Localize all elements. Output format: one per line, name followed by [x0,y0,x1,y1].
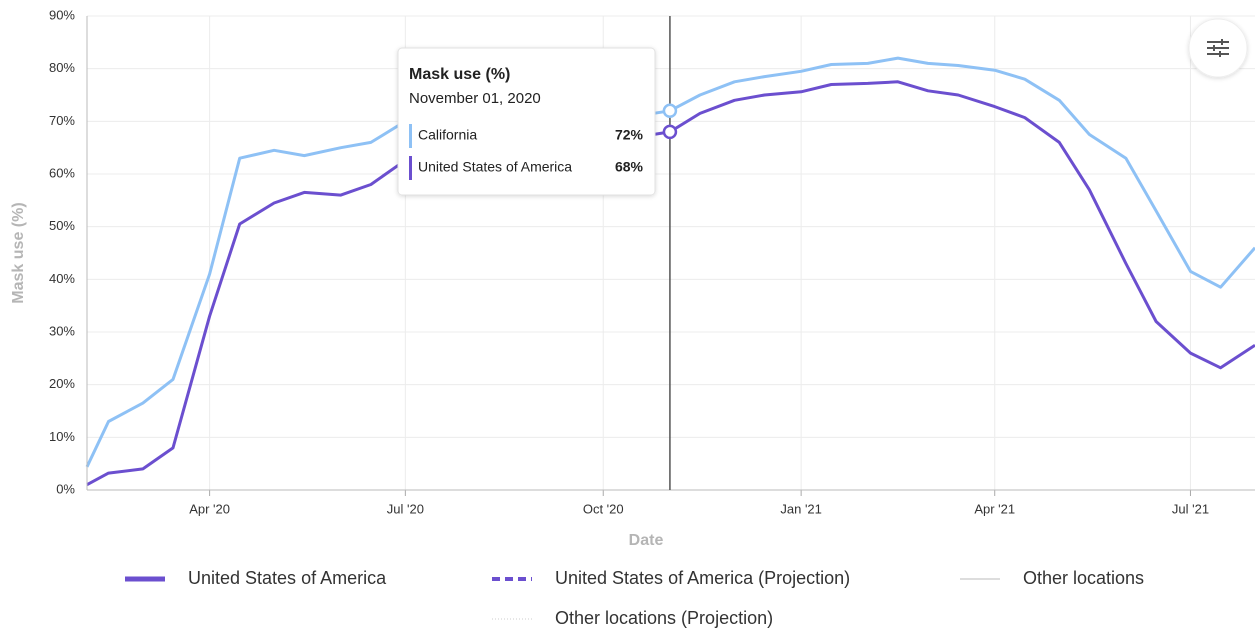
y-tick-label: 60% [49,165,75,180]
hover-marker [662,124,678,140]
y-tick-label: 0% [56,481,75,496]
tooltip-series-name: United States of America [418,159,572,175]
x-tick-label: Apr '20 [189,501,230,516]
tooltip-date: November 01, 2020 [409,90,541,107]
legend-label: United States of America (Projection) [555,568,850,588]
tooltip-value: 72% [615,127,644,143]
series-line [86,80,1255,487]
legend: United States of America United States of… [125,568,1144,628]
tooltip-value: 68% [615,159,644,175]
x-tick-label: Oct '20 [583,501,624,516]
tooltip-title: Mask use (%) [409,66,510,83]
y-tick-label: 90% [49,7,75,22]
filter-icon [1207,39,1229,57]
y-tick-label: 30% [49,323,75,338]
tooltip-box [397,47,656,196]
x-tick-label: Jul '21 [1172,501,1209,516]
filter-button[interactable] [1188,18,1248,78]
lines [85,56,1255,487]
x-tick-label: Apr '21 [974,501,1015,516]
y-tick-label: 80% [49,60,75,75]
x-tick-label: Jul '20 [387,501,424,516]
tooltip-swatch [409,156,412,180]
y-tick-label: 10% [49,429,75,444]
legend-label: Other locations [1023,568,1144,588]
legend-label: United States of America [188,568,387,588]
x-axis-title: Date [629,532,664,549]
x-tick-label: Jan '21 [780,501,822,516]
legend-label: Other locations (Projection) [555,608,773,628]
y-tick-label: 20% [49,376,75,391]
y-tick-label: 40% [49,271,75,286]
series-line [85,56,1255,468]
grid [87,15,1255,491]
axes: 0% 10% 20% 30% 40% 50% 60% 70% 80% 90% Apr '20 Jul … [10,7,1255,549]
tooltip-layer: Mask use (%) November 01, 2020 California 7… [397,16,678,490]
tooltip-swatch [409,124,412,148]
tooltip-series-name: California [418,127,477,143]
y-axis-title: Mask use (%) [10,202,27,303]
y-tick-label: 70% [49,113,75,128]
hover-marker [662,103,678,119]
y-tick-label: 50% [49,218,75,233]
